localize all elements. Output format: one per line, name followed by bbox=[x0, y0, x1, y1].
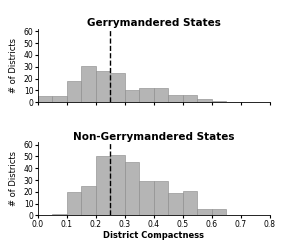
Bar bbox=[154, 88, 168, 102]
Bar bbox=[52, 96, 67, 102]
Bar bbox=[96, 156, 110, 215]
Bar bbox=[125, 162, 139, 215]
Bar bbox=[125, 90, 139, 102]
Bar bbox=[183, 95, 197, 102]
Bar bbox=[197, 98, 212, 102]
Y-axis label: # of Districts: # of Districts bbox=[9, 38, 18, 93]
Bar bbox=[183, 191, 197, 215]
Bar bbox=[212, 210, 226, 215]
Bar bbox=[110, 73, 125, 102]
Bar bbox=[52, 214, 67, 215]
Y-axis label: # of Districts: # of Districts bbox=[9, 151, 18, 206]
Bar bbox=[96, 71, 110, 102]
Title: Non-Gerrymandered States: Non-Gerrymandered States bbox=[73, 132, 235, 142]
Bar bbox=[212, 101, 226, 102]
Bar bbox=[110, 155, 125, 215]
X-axis label: District Compactness: District Compactness bbox=[103, 231, 204, 240]
Bar bbox=[154, 181, 168, 215]
Bar bbox=[139, 88, 154, 102]
Bar bbox=[67, 81, 81, 102]
Bar bbox=[67, 192, 81, 215]
Title: Gerrymandered States: Gerrymandered States bbox=[87, 18, 221, 28]
Bar bbox=[197, 210, 212, 215]
Bar bbox=[139, 181, 154, 215]
Bar bbox=[168, 95, 183, 102]
Bar bbox=[38, 96, 52, 102]
Bar bbox=[168, 193, 183, 215]
Bar bbox=[81, 66, 96, 102]
Bar bbox=[81, 186, 96, 215]
